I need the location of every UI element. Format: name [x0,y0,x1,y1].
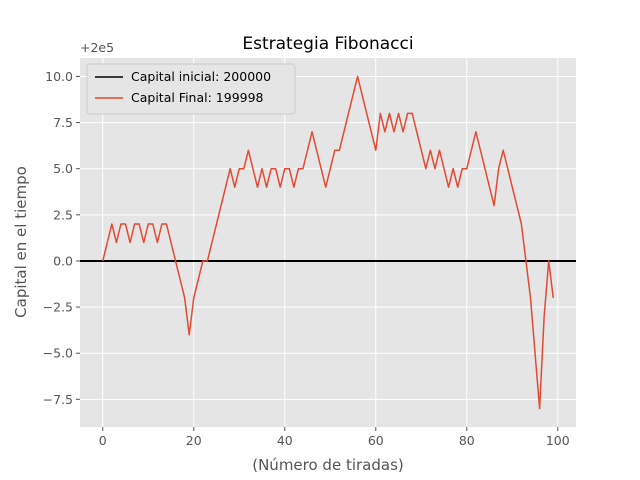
x-tick-label: 100 [546,433,570,448]
y-tick-label: 5.0 [53,161,73,176]
y-offset-label: +2e5 [80,40,114,55]
y-tick-label: −7.5 [43,392,73,407]
y-axis-label: Capital en el tiempo [12,166,30,318]
legend-label-capital-final: Capital Final: 199998 [131,90,264,105]
y-tick-label: 2.5 [53,207,73,222]
x-tick-label: 40 [277,433,293,448]
x-tick-label: 20 [186,433,202,448]
legend-box [86,63,296,115]
series-capital-final [102,75,554,410]
x-tick-label: 60 [368,433,384,448]
y-tick-label: 10.0 [45,69,73,84]
legend-label-capital-inicial: Capital inicial: 200000 [131,69,271,84]
plot-background [80,58,576,427]
legend: Capital inicial: 200000 Capital Final: 1… [86,63,296,115]
y-tick-label: 0.0 [53,253,73,268]
chart-title: Estrategia Fibonacci [242,34,413,54]
y-axis-ticks: −7.5 −5.0 −2.5 0.0 2.5 5.0 7.5 10.0 [43,69,80,407]
y-tick-label: 7.5 [53,115,73,130]
x-tick-label: 0 [99,433,107,448]
x-axis-label: (Número de tiradas) [252,456,404,474]
plot-area [80,58,576,427]
y-tick-label: −5.0 [43,346,73,361]
y-tick-label: −2.5 [43,300,73,315]
x-axis-ticks: 0 20 40 60 80 100 [99,427,570,448]
x-tick-label: 80 [459,433,475,448]
